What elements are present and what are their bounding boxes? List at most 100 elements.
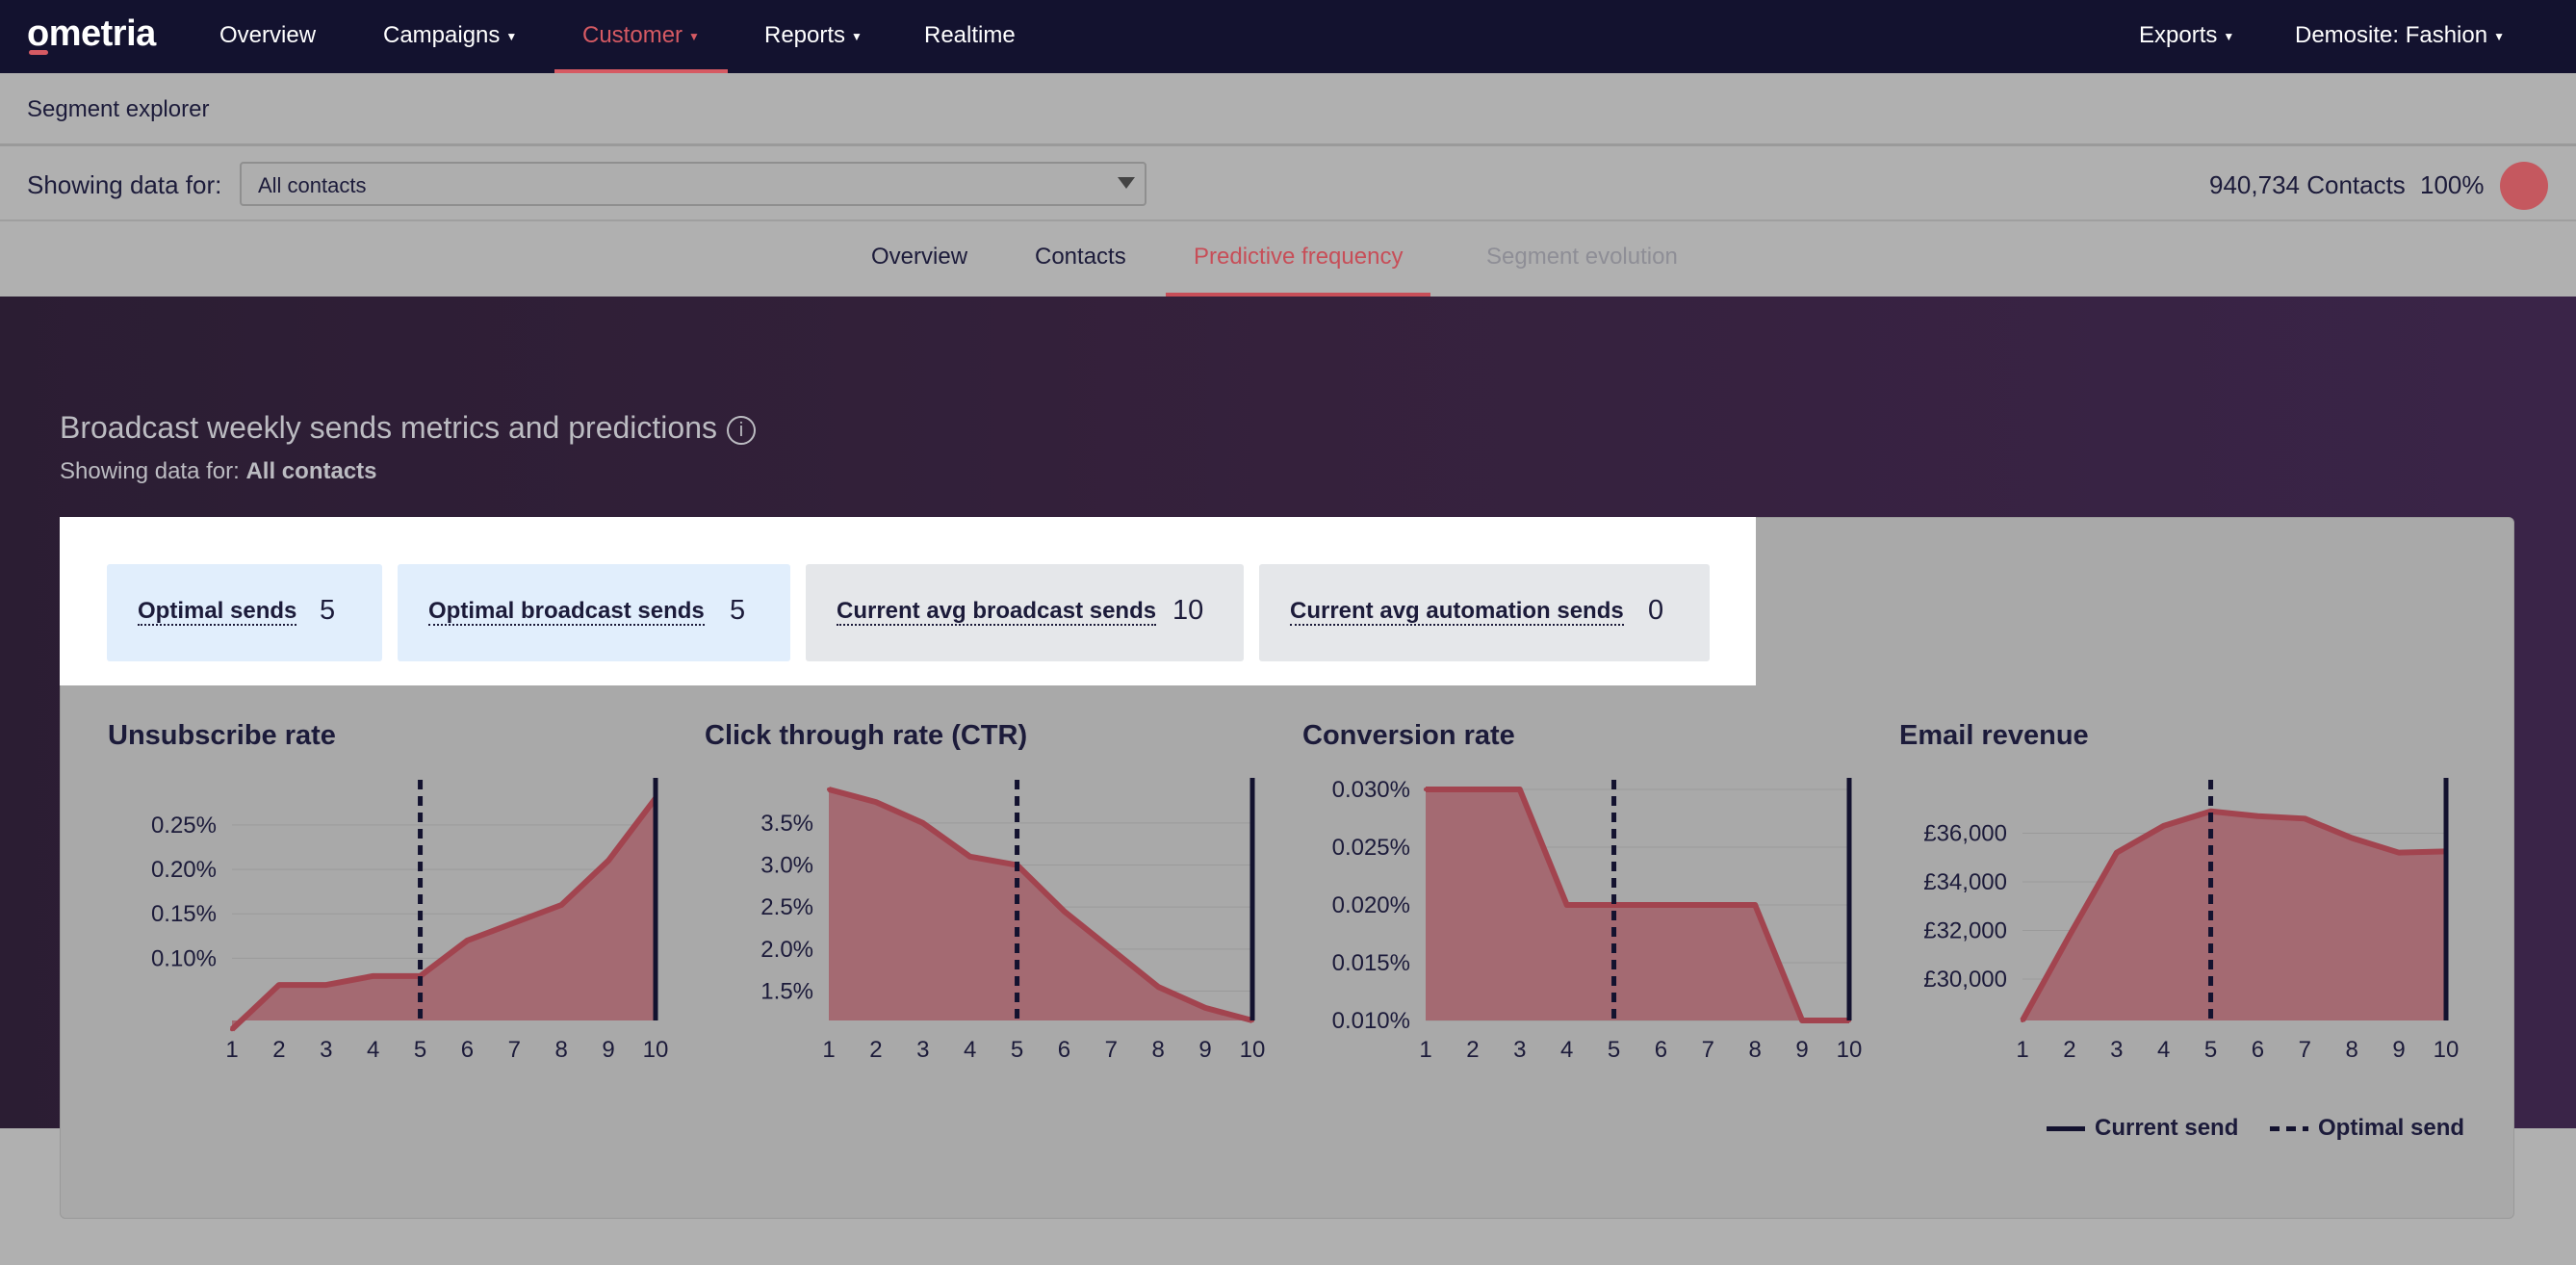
x-tick-label: 2 (869, 1037, 882, 1063)
x-tick-label: 8 (1749, 1037, 1762, 1063)
y-tick-label: £30,000 (1923, 967, 2007, 993)
nav-reports[interactable]: Reports ▼ (764, 0, 863, 73)
y-tick-label: 0.10% (151, 945, 217, 971)
legend-optimal-label: Optimal send (2318, 1115, 2465, 1141)
x-tick-label: 10 (1837, 1037, 1863, 1063)
x-tick-label: 4 (367, 1037, 379, 1063)
tab-predictive-frequency[interactable]: Predictive frequency (1166, 223, 1431, 297)
metric-optimal-sends: Optimal sends 5 (107, 564, 382, 661)
x-tick-label: 7 (2299, 1037, 2311, 1063)
metric-optimal-broadcast-sends: Optimal broadcast sends 5 (398, 564, 790, 661)
nav-realtime[interactable]: Realtime (924, 0, 1016, 73)
nav-campaigns[interactable]: Campaigns ▼ (383, 0, 517, 73)
chart-title-unsubscribe: Unsubscribe rate (108, 720, 336, 751)
series-area (2022, 811, 2446, 1020)
x-tick-label: 6 (1655, 1037, 1667, 1063)
data-point (2255, 813, 2260, 818)
series-line (828, 787, 1253, 1023)
x-tick-label: 1 (822, 1037, 835, 1063)
y-tick-label: 0.030% (1332, 777, 1410, 803)
legend-current-label: Current send (2095, 1115, 2239, 1141)
series-line (2020, 808, 2447, 1022)
y-tick-label: 0.025% (1332, 835, 1410, 861)
data-point (1424, 787, 1428, 791)
nav-customer[interactable]: Customer ▼ (554, 0, 728, 73)
series-area (232, 798, 656, 1030)
segment-header: Segment explorer (0, 73, 2576, 146)
metrics-strip: Optimal sends 5 Optimal broadcast sends … (60, 517, 1756, 685)
nav-exports[interactable]: Exports ▼ (2139, 0, 2234, 73)
data-point (1156, 985, 1161, 990)
segment-select[interactable]: All contacts (240, 162, 1146, 206)
x-tick-label: 4 (2157, 1037, 2170, 1063)
x-tick-label: 10 (1240, 1037, 1266, 1063)
section-subtitle-prefix: Showing data for: (60, 458, 240, 484)
x-tick-label: 8 (555, 1037, 568, 1063)
sub-tabs: Overview Contacts Predictive frequency S… (0, 223, 2576, 297)
data-point (1800, 1019, 1805, 1022)
data-point (2208, 809, 2213, 813)
data-point (230, 1027, 234, 1032)
x-tick-label: 6 (1058, 1037, 1070, 1063)
email-revenue-chart: £30,000 £32,000 £34,000 £36,000 1 2 3 4 5 6 7 8 9 10 (1923, 778, 2459, 1063)
caret-down-icon: ▼ (2493, 29, 2505, 43)
series-line (229, 796, 658, 1032)
metric-label[interactable]: Optimal broadcast sends (428, 598, 705, 626)
x-tick-label: 8 (1152, 1037, 1165, 1063)
legend-current-send: Current send (2047, 1115, 2238, 1142)
x-tick-label: 9 (1795, 1037, 1808, 1063)
metric-value: 0 (1648, 595, 1664, 626)
tab-contacts[interactable]: Contacts (1035, 244, 1126, 270)
data-point (276, 983, 281, 988)
x-tick-label: 5 (2204, 1037, 2217, 1063)
caret-down-icon: ▼ (688, 29, 700, 43)
data-point (1753, 903, 1758, 907)
x-tick-label: 3 (2110, 1037, 2123, 1063)
info-icon[interactable]: i (726, 416, 756, 445)
y-tick-label: 0.25% (151, 813, 217, 839)
ctr-chart: 1.5% 2.0% 2.5% 3.0% 3.5% 1 2 3 4 5 6 7 8 9 10 (760, 778, 1266, 1063)
data-point (2397, 850, 2402, 855)
nav-campaigns-label: Campaigns (383, 22, 501, 48)
data-point (1470, 787, 1475, 791)
x-tick-label: 2 (1466, 1037, 1479, 1063)
y-tick-label: 1.5% (760, 978, 813, 1004)
nav-customer-label: Customer (582, 22, 683, 48)
y-tick-label: 2.0% (760, 937, 813, 963)
data-point (873, 800, 878, 805)
data-point (1706, 903, 1711, 907)
metric-label[interactable]: Optimal sends (138, 598, 297, 626)
percent-indicator-icon (2500, 162, 2548, 210)
y-tick-label: 0.010% (1332, 1008, 1410, 1034)
nav-site-selector[interactable]: Demosite: Fashion ▼ (2295, 0, 2505, 73)
y-tick-label: 0.015% (1332, 950, 1410, 976)
x-tick-label: 2 (272, 1037, 285, 1063)
x-tick-label: 3 (320, 1037, 332, 1063)
metric-label[interactable]: Current avg automation sends (1290, 598, 1624, 626)
x-tick-label: 7 (508, 1037, 521, 1063)
x-tick-label: 1 (225, 1037, 238, 1063)
filter-label: Showing data for: (27, 170, 222, 199)
tab-overview[interactable]: Overview (871, 244, 968, 270)
top-nav: ometria Overview Campaigns ▼ Customer ▼ Re… (0, 0, 2576, 73)
logo-accent (29, 50, 48, 55)
data-point (2303, 816, 2307, 821)
contacts-percent: 100% (2420, 170, 2485, 199)
data-point (323, 983, 328, 988)
page-title: Segment explorer (27, 96, 210, 122)
y-tick-label: 0.020% (1332, 892, 1410, 918)
data-point (2067, 933, 2072, 938)
section-title-text: Broadcast weekly sends metrics and predi… (60, 410, 717, 445)
tab-segment-evolution: Segment evolution (1486, 244, 1678, 270)
metric-label[interactable]: Current avg broadcast sends (837, 598, 1157, 626)
nav-overview[interactable]: Overview (219, 0, 316, 73)
data-point (920, 820, 925, 825)
nav-exports-label: Exports (2139, 22, 2218, 48)
nav-realtime-label: Realtime (924, 22, 1016, 48)
data-point (2114, 850, 2119, 855)
ometria-logo[interactable]: ometria (27, 13, 156, 54)
data-point (606, 858, 611, 863)
data-point (2161, 823, 2166, 828)
x-tick-label: 9 (602, 1037, 614, 1063)
data-point (2350, 836, 2355, 840)
